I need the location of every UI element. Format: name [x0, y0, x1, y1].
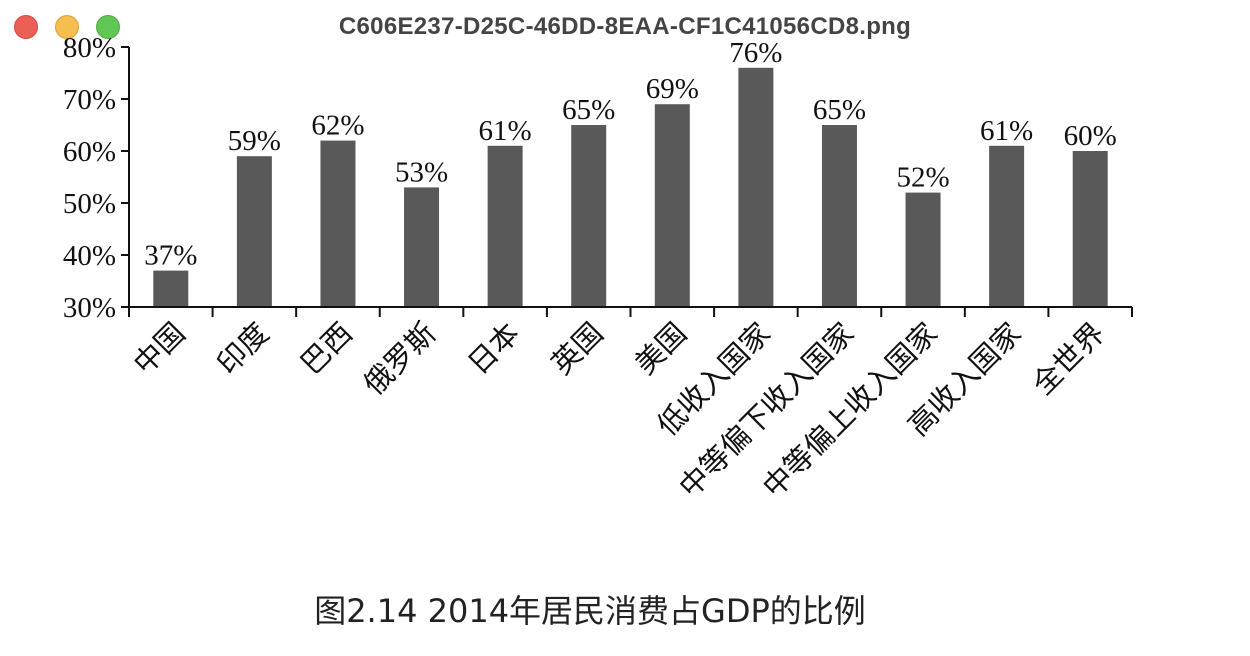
bar-value-label: 37% — [144, 240, 197, 272]
bar — [821, 125, 857, 307]
bar — [487, 145, 523, 307]
y-tick-label: 70% — [63, 84, 116, 116]
bar-value-label: 52% — [896, 162, 949, 194]
bar-value-label: 59% — [228, 125, 281, 157]
bar-value-label: 61% — [479, 115, 532, 147]
x-category-label: 全世界 — [1026, 317, 1111, 402]
bar-value-label: 65% — [562, 94, 615, 126]
bar-value-label: 65% — [813, 94, 866, 126]
x-category-label: 印度 — [211, 317, 275, 381]
bar — [320, 140, 356, 307]
bar-value-label: 60% — [1064, 120, 1117, 152]
bar — [989, 145, 1025, 307]
close-window-button[interactable] — [14, 15, 38, 39]
bar — [571, 125, 607, 307]
bar-value-label: 76% — [729, 37, 782, 69]
bar — [153, 270, 189, 307]
x-category-label: 中国 — [127, 317, 191, 381]
title-bar: C606E237-D25C-46DD-8EAA-CF1C41056CD8.png — [0, 0, 1250, 52]
bar — [738, 67, 774, 307]
bar — [1072, 151, 1108, 307]
y-axis: 30% 40% 50% 60% 70% 80% — [63, 32, 130, 324]
x-category-label: 巴西 — [295, 317, 359, 381]
x-category-label: 美国 — [629, 317, 693, 381]
bar-value-label: 53% — [395, 156, 448, 188]
bar-value-label: 62% — [311, 110, 364, 142]
bar — [905, 192, 941, 307]
y-tick-label: 30% — [63, 292, 116, 324]
y-tick-label: 40% — [63, 240, 116, 272]
x-category-label: 日本 — [462, 317, 526, 381]
bar — [236, 156, 272, 307]
x-category-label: 英国 — [545, 317, 609, 381]
y-tick-label: 80% — [63, 32, 116, 64]
maximize-window-button[interactable] — [96, 15, 120, 39]
bar-value-label: 69% — [646, 73, 699, 105]
x-category-label: 俄罗斯 — [358, 317, 443, 402]
x-axis: 中国 印度 巴西 俄罗斯 日本 英国 美国低收入国家中等偏下收入国家中等偏上收入国家高收入国… — [127, 306, 1133, 504]
bar — [404, 187, 440, 307]
bars: 37% 59% 62% 53% 61% 65% 69% 76% 65% 52% 61% 60% — [144, 37, 1117, 307]
y-tick-label: 50% — [63, 188, 116, 220]
minimize-window-button[interactable] — [55, 15, 79, 39]
bar-value-label: 61% — [980, 115, 1033, 147]
bar — [654, 104, 690, 307]
figure-caption: 图2.14 2014年居民消费占GDP的比例 — [314, 592, 866, 630]
window-title: C606E237-D25C-46DD-8EAA-CF1C41056CD8.png — [338, 13, 912, 40]
bar-chart: 30% 40% 50% 60% 70% 80% 37% 59% 62% 53% 61% 65% 69%… — [63, 32, 1133, 504]
y-tick-label: 60% — [63, 136, 116, 168]
